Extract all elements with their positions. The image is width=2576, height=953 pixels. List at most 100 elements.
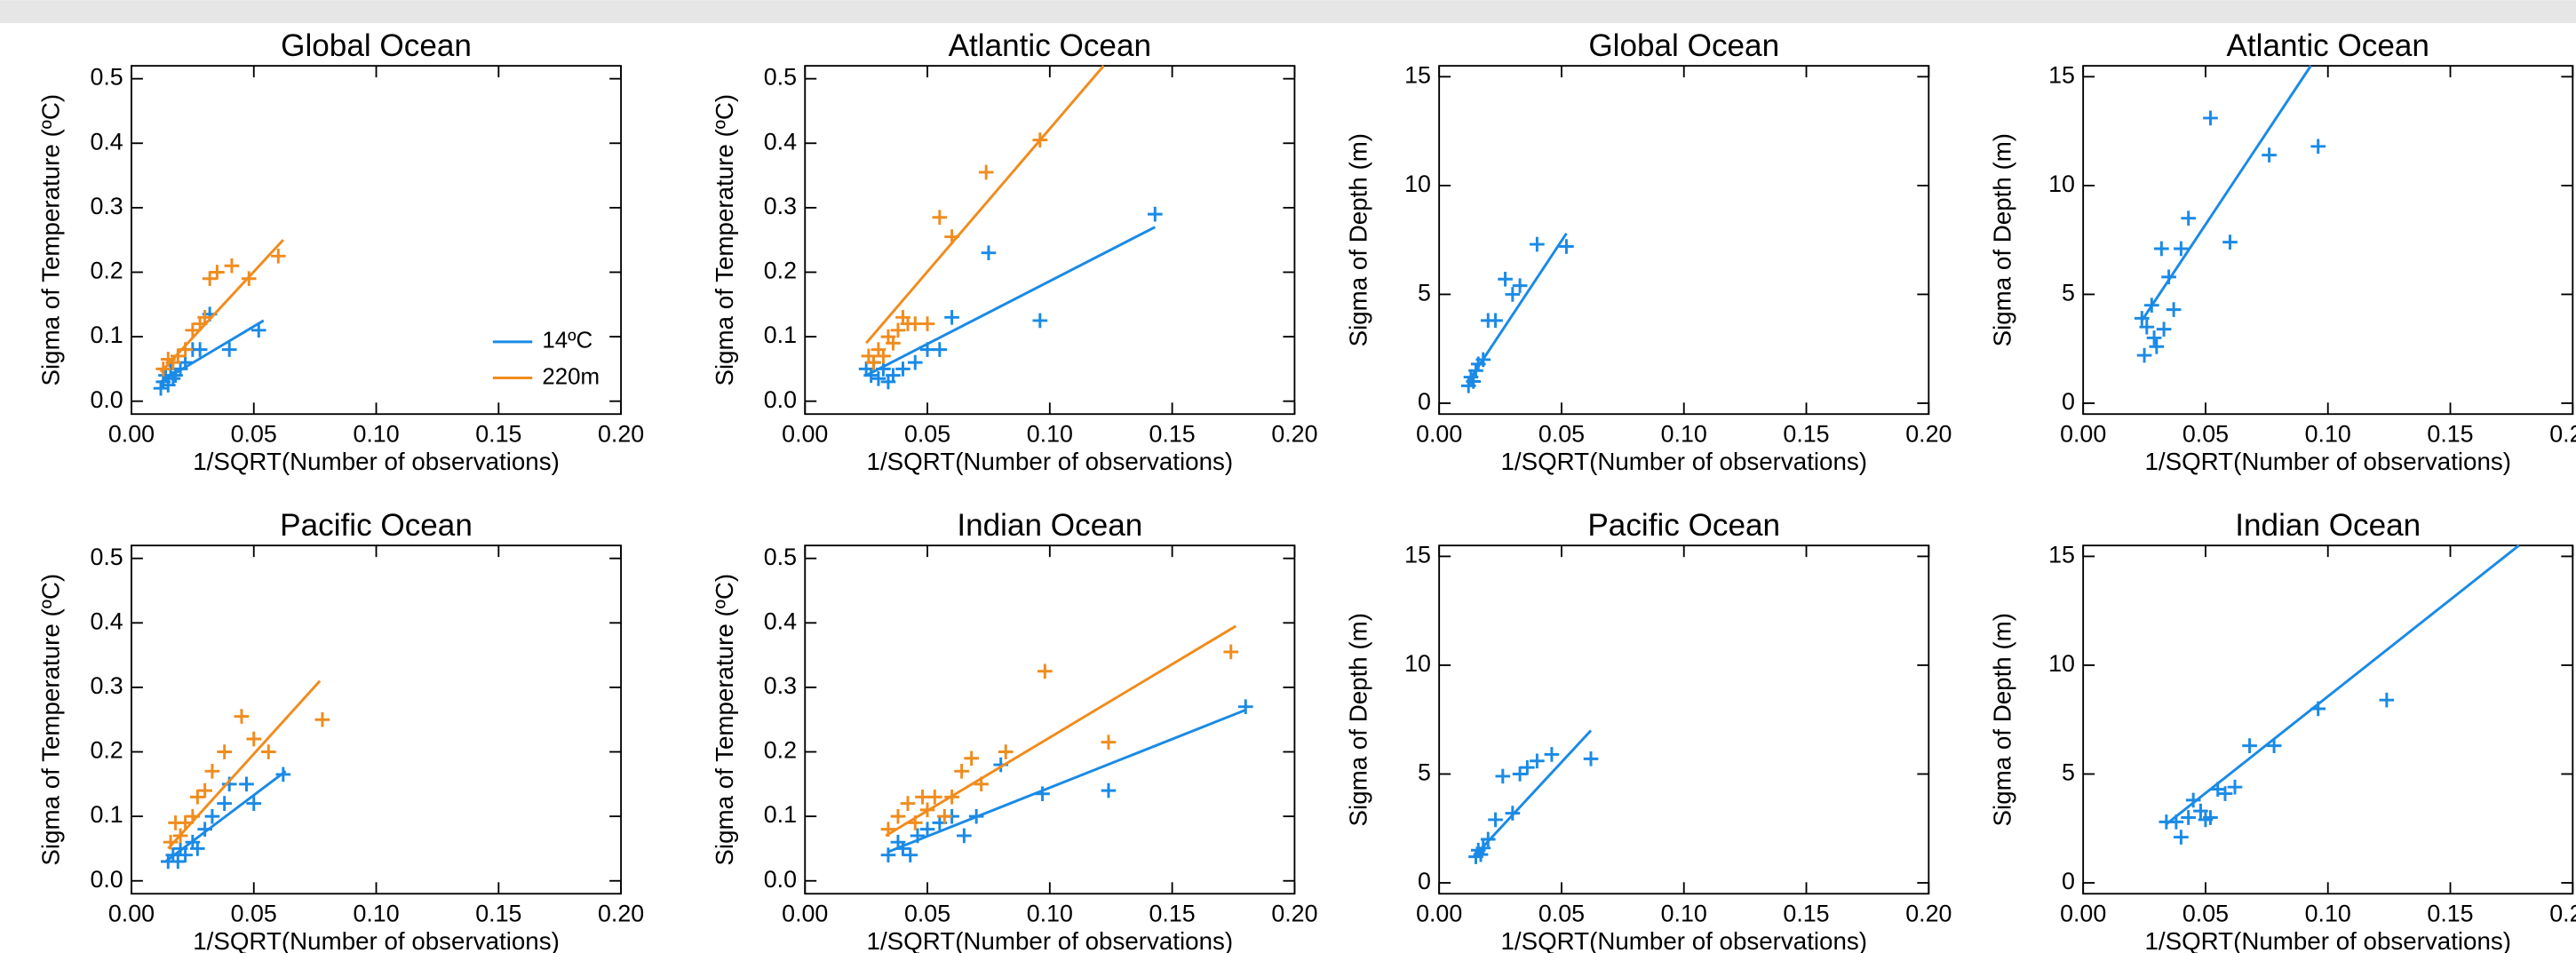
y-axis-label: Sigma of Depth (m) [1989, 133, 2016, 346]
point-marker [2146, 330, 2162, 345]
point-marker [1147, 206, 1163, 222]
point-marker [2379, 692, 2395, 708]
x-tick-label: 0.05 [1538, 900, 1585, 926]
point-marker [204, 808, 220, 824]
x-tick-label: 0.10 [1661, 900, 1707, 926]
y-tick-label: 15 [1404, 542, 1431, 568]
point-marker [260, 744, 276, 759]
chart-title: Atlantic Ocean [949, 28, 1151, 63]
header-bar [0, 0, 2576, 24]
x-tick-label: 0.20 [1271, 420, 1317, 447]
point-marker [1101, 782, 1117, 798]
x-tick-label: 0.10 [1027, 900, 1073, 926]
point-marker [2154, 241, 2169, 257]
x-tick-label: 0.20 [598, 900, 644, 926]
y-tick-label: 0.1 [90, 322, 123, 348]
point-marker [2222, 234, 2238, 250]
point-marker [1544, 747, 1560, 762]
y-tick-label: 5 [2062, 759, 2075, 786]
x-tick-label: 0.20 [1905, 420, 1952, 447]
point-marker [2203, 110, 2218, 126]
point-marker [185, 808, 201, 824]
point-marker [153, 380, 169, 396]
point-marker [178, 847, 193, 863]
point-marker [2193, 803, 2208, 819]
y-tick-label: 0 [1418, 388, 1431, 415]
point-marker [2139, 319, 2155, 335]
y-tick-label: 0.2 [90, 258, 123, 284]
point-marker [217, 744, 232, 759]
point-marker [1530, 236, 1545, 252]
x-tick-label: 0.05 [2182, 420, 2229, 447]
y-tick-label: 0.5 [764, 544, 797, 570]
x-tick-label: 0.05 [231, 900, 277, 926]
point-marker [880, 822, 896, 837]
point-marker [944, 229, 959, 244]
point-marker [886, 368, 901, 383]
x-tick-label: 0.15 [1783, 900, 1829, 926]
x-tick-label: 0.15 [2427, 900, 2473, 926]
point-marker [1559, 239, 1574, 254]
x-tick-label: 0.00 [108, 900, 155, 926]
fit-line [164, 770, 287, 863]
x-tick-label: 0.00 [2060, 900, 2106, 926]
point-marker [919, 316, 935, 331]
y-tick-label: 5 [1418, 280, 1431, 306]
point-marker [954, 763, 969, 779]
x-tick-label: 0.10 [353, 420, 399, 447]
subplot: Indian Ocean 1/SQRT(Number of observation… [1989, 508, 2576, 953]
point-marker [863, 368, 879, 383]
point-marker [944, 309, 959, 325]
point-marker [2181, 810, 2196, 825]
point-marker [202, 271, 218, 287]
point-marker [1583, 751, 1599, 766]
point-marker [2181, 210, 2196, 226]
point-marker [178, 815, 193, 830]
point-marker [932, 210, 948, 226]
subplot: Global Ocean 1/SQRT(Number of observation… [37, 28, 645, 475]
point-marker [2310, 701, 2326, 717]
x-tick-label: 0.15 [1149, 900, 1196, 926]
y-tick-label: 0.2 [764, 737, 797, 764]
y-axis-label: Sigma of Temperature (ºC) [37, 94, 65, 386]
point-marker [1223, 644, 1239, 660]
point-marker [275, 766, 291, 782]
x-axis-label: 1/SQRT(Number of observations) [1500, 927, 1867, 953]
point-marker [1488, 313, 1503, 329]
axes-frame [131, 65, 623, 416]
y-tick-label: 0.3 [764, 672, 797, 699]
point-marker [919, 802, 935, 818]
x-tick-label: 0.15 [475, 420, 521, 447]
point-marker [172, 828, 188, 844]
point-marker [1473, 846, 1489, 862]
y-axis-label: Sigma of Temperature (ºC) [37, 574, 65, 866]
x-axis-label: 1/SQRT(Number of observations) [193, 448, 560, 475]
point-marker [185, 322, 201, 338]
point-marker [998, 744, 1014, 759]
y-tick-label: 0 [1418, 868, 1431, 894]
fit-line [887, 708, 1246, 854]
point-marker [926, 790, 942, 805]
point-marker [246, 731, 262, 747]
x-tick-label: 0.10 [2305, 420, 2351, 447]
chart-title: Indian Ocean [2235, 508, 2421, 543]
point-marker [314, 711, 330, 727]
point-marker [2174, 830, 2189, 845]
y-tick-label: 0.2 [90, 737, 123, 764]
point-marker [210, 265, 225, 280]
x-tick-label: 0.10 [1027, 420, 1073, 447]
y-tick-label: 0.0 [90, 386, 123, 413]
x-tick-label: 0.15 [1783, 420, 1829, 447]
point-marker [1512, 278, 1528, 293]
y-tick-label: 15 [2048, 61, 2075, 88]
point-marker [2203, 810, 2218, 825]
point-marker [900, 796, 916, 811]
x-tick-label: 0.20 [1271, 900, 1317, 926]
point-marker [224, 258, 240, 274]
point-marker [197, 822, 212, 837]
axes-frame [131, 544, 623, 895]
point-marker [880, 847, 896, 863]
point-marker [178, 342, 193, 357]
